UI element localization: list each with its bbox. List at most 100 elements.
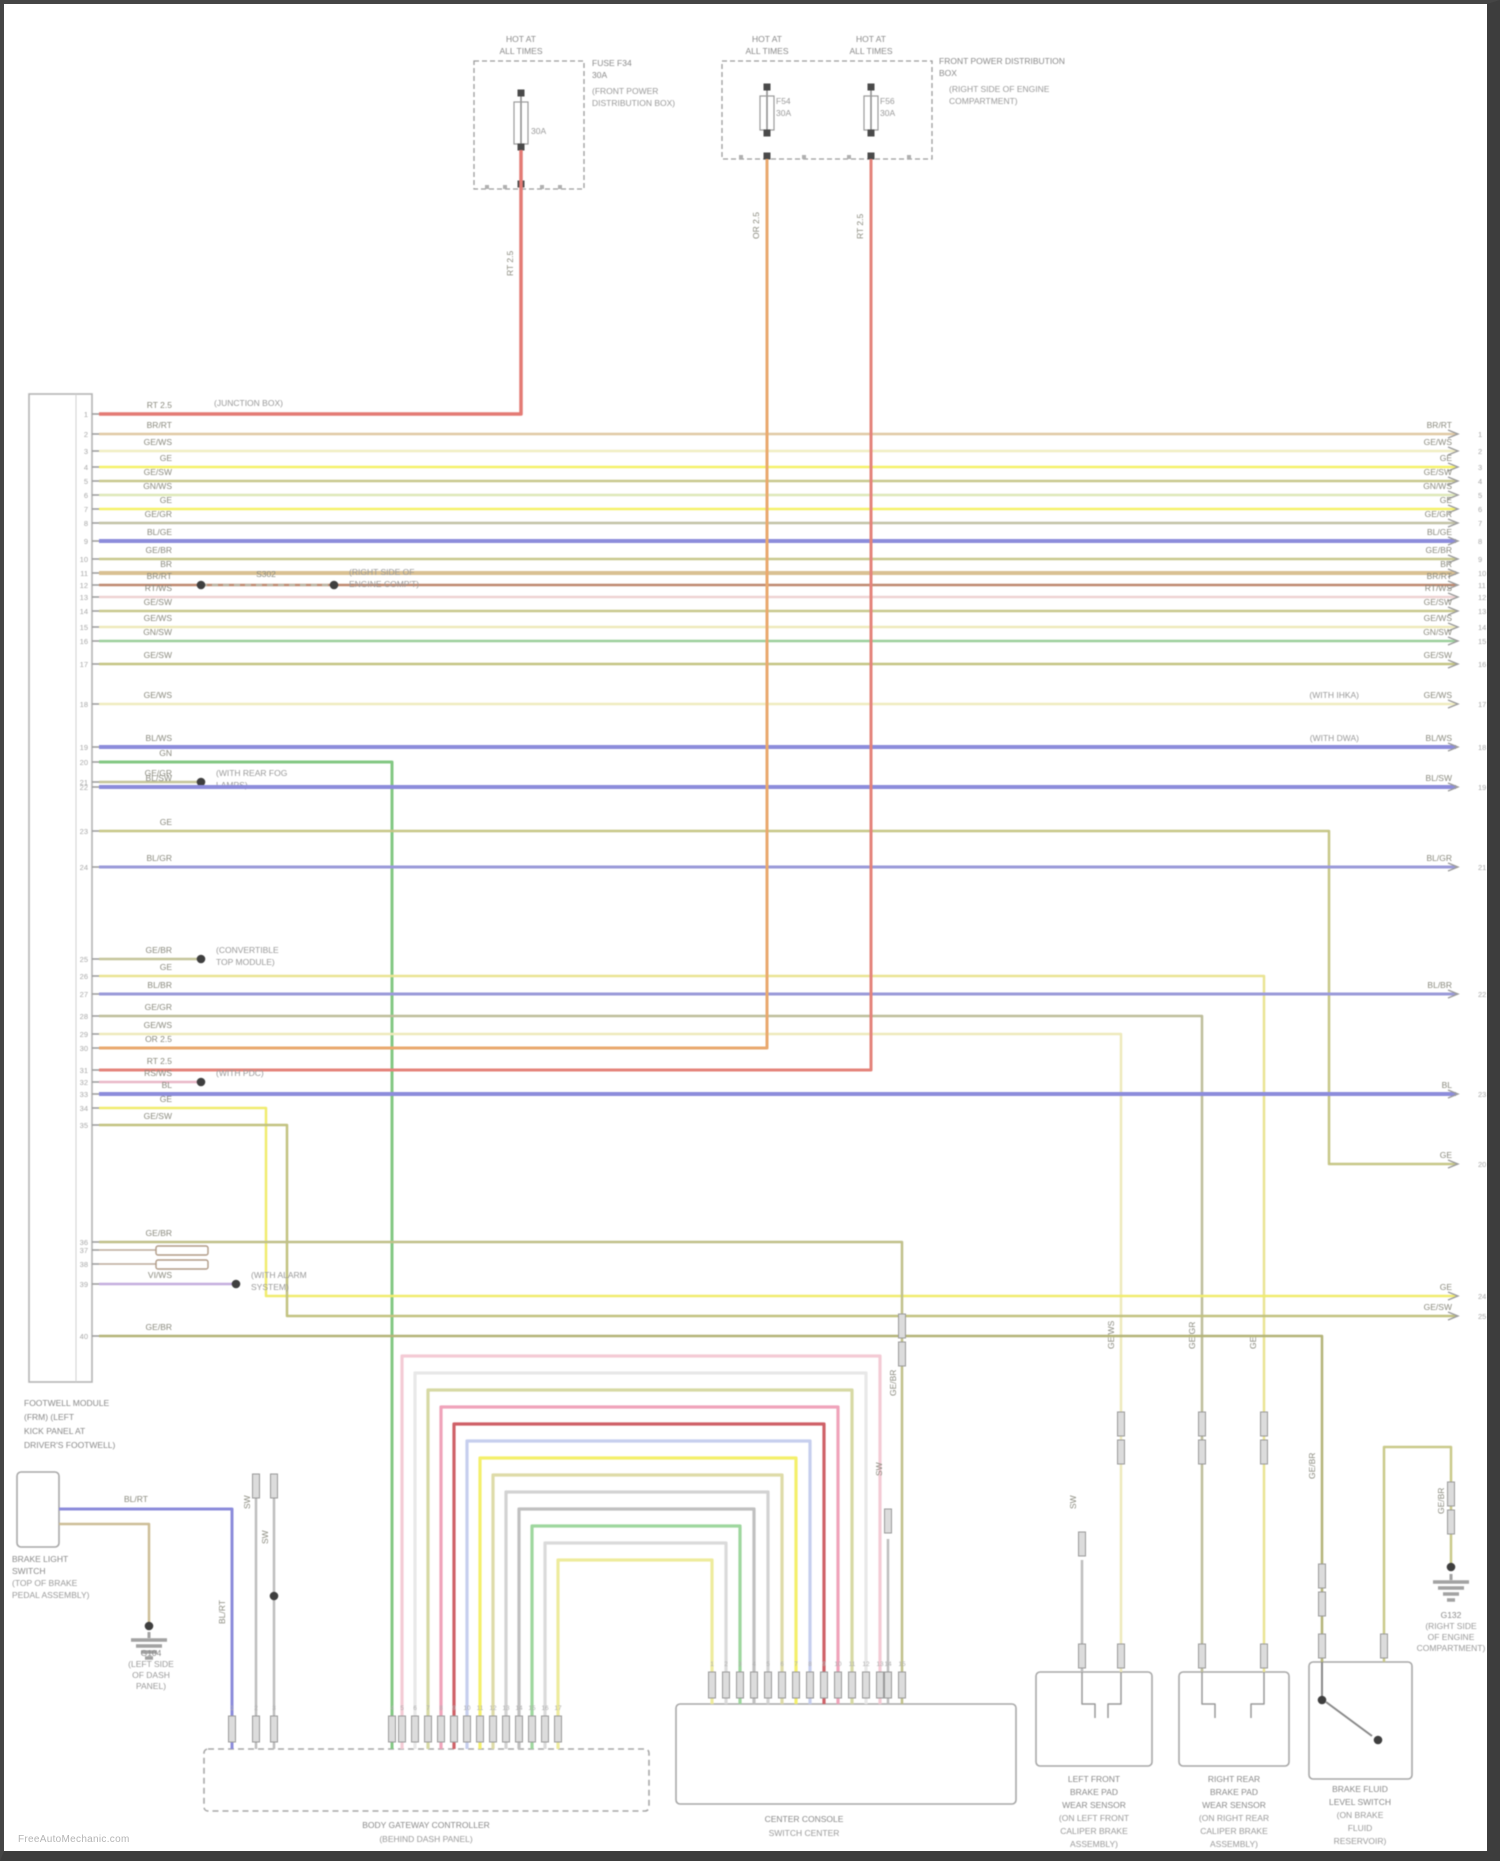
connector-pin-number: 9 — [822, 1661, 826, 1668]
connector-pin-number: 6 — [780, 1661, 784, 1668]
box-pin-tick — [739, 155, 743, 159]
inline-connector-bar — [502, 1715, 510, 1743]
gray-mid-stub-label: SW — [874, 1462, 884, 1476]
wire-end-arrow — [1447, 699, 1460, 709]
connector-pin-number: 14 — [884, 1661, 892, 1668]
connector-pin-number: 11 — [477, 1705, 484, 1712]
diagram-text: ALL TIMES — [850, 46, 893, 56]
diagram-text: OF DASH — [132, 1670, 170, 1680]
inline-connector-bar — [450, 1715, 458, 1743]
pin-number: 14 — [80, 607, 88, 616]
splice-dot — [231, 1279, 241, 1289]
box2-glyph-l — [1201, 1672, 1216, 1718]
loop-wire — [543, 1541, 728, 1749]
w700-label: GE/WS — [1424, 690, 1453, 700]
pin-number: 40 — [80, 1332, 88, 1341]
inline-connector-bar — [1198, 1643, 1206, 1669]
inline-connector-bar — [736, 1671, 744, 1699]
connector-pin-number: 7 — [426, 1705, 430, 1712]
diagram-text: (FRONT POWER — [592, 86, 658, 96]
pin-number: 5 — [84, 477, 88, 486]
diagram-text: F54 — [776, 96, 791, 106]
inline-connector-bar — [528, 1715, 536, 1743]
loop-wire — [556, 1558, 714, 1749]
wire-end-arrow — [1447, 490, 1460, 500]
diagram-text: PEDAL ASSEMBLY) — [12, 1590, 90, 1600]
inline-connector-bar — [437, 1715, 445, 1743]
fuse-terminal — [763, 152, 771, 160]
diagram-text: (ON BRAKE — [1337, 1810, 1384, 1820]
right-pin-number: 15 — [1478, 637, 1486, 646]
pin-number: 17 — [80, 660, 88, 669]
w863-label: BL/GR — [146, 853, 172, 863]
w581-label: S302 — [256, 569, 276, 579]
pin-number: 35 — [80, 1121, 88, 1130]
pin-number: 37 — [80, 1246, 88, 1255]
connector-pin-number: 14 — [515, 1705, 523, 1712]
connector-pin-number: 5 — [766, 1661, 770, 1668]
box-pin-tick — [907, 155, 911, 159]
pin-number: 34 — [80, 1104, 88, 1113]
pin-number: 36 — [80, 1238, 88, 1247]
splice-dot — [1446, 1562, 1456, 1572]
loop-wire — [504, 1490, 770, 1749]
right-pin-number: 8 — [1478, 537, 1482, 546]
w955-stub-label: GE/BR — [146, 945, 172, 955]
w623-label: GE/WS — [144, 613, 173, 623]
diagram-text: (ON LEFT FRONT — [1059, 1813, 1129, 1823]
right-pin-number: 1 — [1478, 430, 1482, 439]
w637-label: GN/SW — [143, 627, 172, 637]
w1238-to-mid-label: GE/BR — [146, 1228, 172, 1238]
w1030-to-box1r-label: GE/WS — [1106, 1320, 1116, 1349]
w491-label: GN/WS — [143, 481, 172, 491]
right-pin-number: 14 — [1478, 623, 1486, 632]
splice-dot — [196, 954, 206, 964]
inline-connector-bar — [228, 1715, 236, 1743]
diagram-text: BRAKE LIGHT — [12, 1554, 68, 1564]
fluid-switch-ground-loop — [1382, 1445, 1453, 1662]
pin-number: 4 — [84, 463, 88, 472]
body-gateway-connector — [203, 1748, 650, 1812]
right-pin-number: 3 — [1478, 463, 1482, 472]
w430-label: BR/RT — [1427, 420, 1452, 430]
diagram-text: ALL TIMES — [500, 46, 543, 56]
w1104-corner — [99, 1106, 1456, 1298]
inline-connector-bar — [1318, 1591, 1326, 1617]
diagram-text: COMPARTMENT) — [949, 96, 1018, 106]
diagram-text: (RIGHT SIDE OF ENGINE — [949, 84, 1050, 94]
fuse-terminal — [763, 83, 771, 91]
diagram-text: RESERVOIR) — [1334, 1836, 1387, 1846]
diagram-text: BODY GATEWAY CONTROLLER — [362, 1820, 490, 1830]
wire-end-arrow — [1447, 580, 1460, 590]
pin-number: 1 — [84, 410, 88, 419]
pin-number: 39 — [80, 1280, 88, 1289]
connector-pin-number: 4 — [752, 1661, 756, 1668]
w519-label: GE/GR — [145, 509, 172, 519]
inline-connector-bar — [1260, 1411, 1268, 1437]
wire-end-arrow — [1447, 476, 1460, 486]
diagram-text: (RIGHT SIDE — [1425, 1621, 1477, 1631]
connector-pin-number: 4 — [390, 1705, 394, 1712]
connector-pin-number: 2 — [724, 1661, 728, 1668]
w1238-to-mid-label: GE/BR — [888, 1370, 898, 1396]
w778-stub-label: GE/GR — [145, 768, 172, 778]
connector-pin-number: 12 — [862, 1661, 870, 1668]
pin-number: 12 — [80, 581, 88, 590]
fuse2-orange — [99, 159, 769, 1050]
loop-wire — [400, 1354, 882, 1749]
w990-label: BL/BR — [147, 980, 172, 990]
right-pin-number: 18 — [1478, 743, 1486, 752]
w581-label: BR/RT — [1427, 571, 1452, 581]
w758-green-down — [99, 760, 394, 1749]
wire-end-arrow — [1447, 659, 1460, 669]
connector-pin-number: 17 — [554, 1705, 562, 1712]
w555-label: GE/BR — [146, 545, 172, 555]
w743-label: BL/WS — [146, 733, 173, 743]
loop-wire — [465, 1439, 812, 1749]
loop-wire — [439, 1405, 840, 1749]
w972-to-box2r-label: GE — [1248, 1336, 1258, 1349]
diagram-text: (TOP OF BRAKE — [12, 1578, 78, 1588]
inline-connector-bar — [862, 1671, 870, 1699]
right-pin-number: 9 — [1478, 555, 1482, 564]
connector-pin-number: 10 — [834, 1661, 842, 1668]
